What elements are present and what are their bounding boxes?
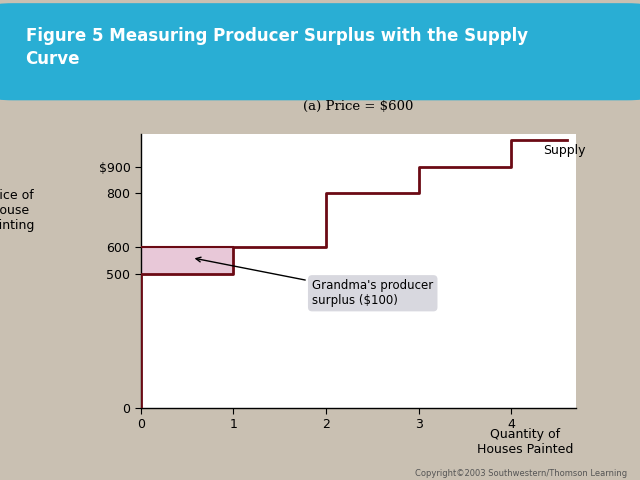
FancyBboxPatch shape [0,3,640,100]
Text: Supply: Supply [543,144,586,157]
Text: Price of
House
Painting: Price of House Painting [0,189,35,232]
Text: (a) Price = $600: (a) Price = $600 [303,100,413,113]
Text: Copyright©2003 Southwestern/Thomson Learning: Copyright©2003 Southwestern/Thomson Lear… [415,468,627,478]
Text: Grandma's producer
surplus ($100): Grandma's producer surplus ($100) [196,257,433,307]
Text: Quantity of
Houses Painted: Quantity of Houses Painted [477,428,573,456]
Text: Figure 5 Measuring Producer Surplus with the Supply
Curve: Figure 5 Measuring Producer Surplus with… [26,27,528,68]
